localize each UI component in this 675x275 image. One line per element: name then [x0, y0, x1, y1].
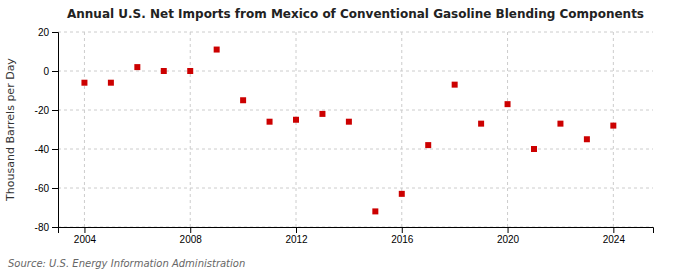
- y-tick-label: 20: [38, 27, 50, 38]
- grid-line-x: [84, 32, 85, 227]
- grid: [58, 32, 653, 227]
- grid-line-y: [58, 149, 653, 150]
- y-tick-mark: [52, 71, 58, 72]
- x-tick: 2020: [497, 227, 520, 245]
- point: [584, 136, 590, 142]
- y-tick-mark: [52, 32, 58, 33]
- y-tick-label: 0: [43, 66, 49, 77]
- x-tick: 2024: [603, 227, 626, 245]
- point: [187, 68, 193, 74]
- x-tick-mark: [84, 227, 85, 233]
- grid-line-x: [507, 32, 508, 227]
- x-tick-mark: [508, 227, 509, 233]
- x-tick-mark: [296, 227, 297, 233]
- y-tick: -20: [35, 105, 58, 116]
- y-tick-label: -80: [35, 222, 50, 233]
- grid-line-x: [296, 32, 297, 227]
- y-tick-label: -20: [35, 105, 50, 116]
- y-axis: -80 -60 -40 -20 0 20: [35, 27, 59, 233]
- x-tick: 2008: [180, 227, 203, 245]
- y-tick: 20: [38, 27, 58, 38]
- point: [346, 119, 352, 125]
- x-tick-mark: [613, 227, 614, 233]
- point: [108, 80, 114, 86]
- point: [557, 121, 563, 127]
- grid-line-x: [401, 32, 402, 227]
- grid-line-y: [58, 110, 653, 111]
- y-tick: -40: [35, 144, 58, 155]
- x-tick-mark: [402, 227, 403, 233]
- grid-line-y: [58, 71, 653, 72]
- point: [452, 82, 458, 88]
- x-tick-label: 2008: [180, 234, 203, 245]
- grid-line-y: [58, 32, 653, 33]
- y-axis-title: Thousand Barrels per Day: [4, 58, 17, 202]
- source-note: Source: U.S. Energy Information Administ…: [8, 258, 245, 269]
- y-tick-label: -40: [35, 144, 50, 155]
- point: [267, 119, 273, 125]
- x-tick: 2012: [285, 227, 308, 245]
- x-tick-label: 2016: [391, 234, 414, 245]
- y-tick: -80: [35, 222, 58, 233]
- x-tick-label: 2012: [285, 234, 308, 245]
- title: Annual U.S. Net Imports from Mexico of C…: [67, 7, 644, 21]
- y-tick-mark: [52, 110, 58, 111]
- chart-container: 2004 2008 2012 2016 2020 2024 -80 -60 -40 -20 0 20 A…: [0, 0, 675, 275]
- x-axis-line: [59, 228, 654, 234]
- point: [505, 101, 511, 107]
- points: [81, 47, 616, 215]
- y-tick-mark: [52, 188, 58, 189]
- point: [531, 146, 537, 152]
- y-tick: 0: [43, 66, 58, 77]
- x-tick: 2016: [391, 227, 414, 245]
- x-tick-label: 2020: [497, 234, 520, 245]
- x-tick-mark: [190, 227, 191, 233]
- y-axis-line: [52, 33, 59, 228]
- point: [610, 123, 616, 129]
- point: [293, 117, 299, 123]
- x-tick-label: 2024: [603, 234, 626, 245]
- plot-area: 2004 2008 2012 2016 2020 2024 -80 -60 -40 -20 0 20: [35, 27, 654, 245]
- point: [478, 121, 484, 127]
- point: [399, 191, 405, 197]
- grid-line-x: [613, 32, 614, 227]
- point: [240, 97, 246, 103]
- point: [214, 47, 220, 53]
- chart-svg: 2004 2008 2012 2016 2020 2024 -80 -60 -40 -20 0 20 A…: [0, 0, 675, 275]
- point: [81, 80, 87, 86]
- grid-line-x: [190, 32, 191, 227]
- point: [372, 208, 378, 214]
- grid-line-y: [58, 188, 653, 189]
- point: [134, 64, 140, 70]
- y-tick-label: -60: [35, 183, 50, 194]
- point: [425, 142, 431, 148]
- x-tick-label: 2004: [74, 234, 97, 245]
- point: [161, 68, 167, 74]
- y-tick: -60: [35, 183, 58, 194]
- x-tick: 2004: [74, 227, 97, 245]
- y-tick-mark: [52, 227, 58, 228]
- y-tick-mark: [52, 149, 58, 150]
- point: [319, 111, 325, 117]
- x-axis: 2004 2008 2012 2016 2020 2024: [59, 227, 654, 245]
